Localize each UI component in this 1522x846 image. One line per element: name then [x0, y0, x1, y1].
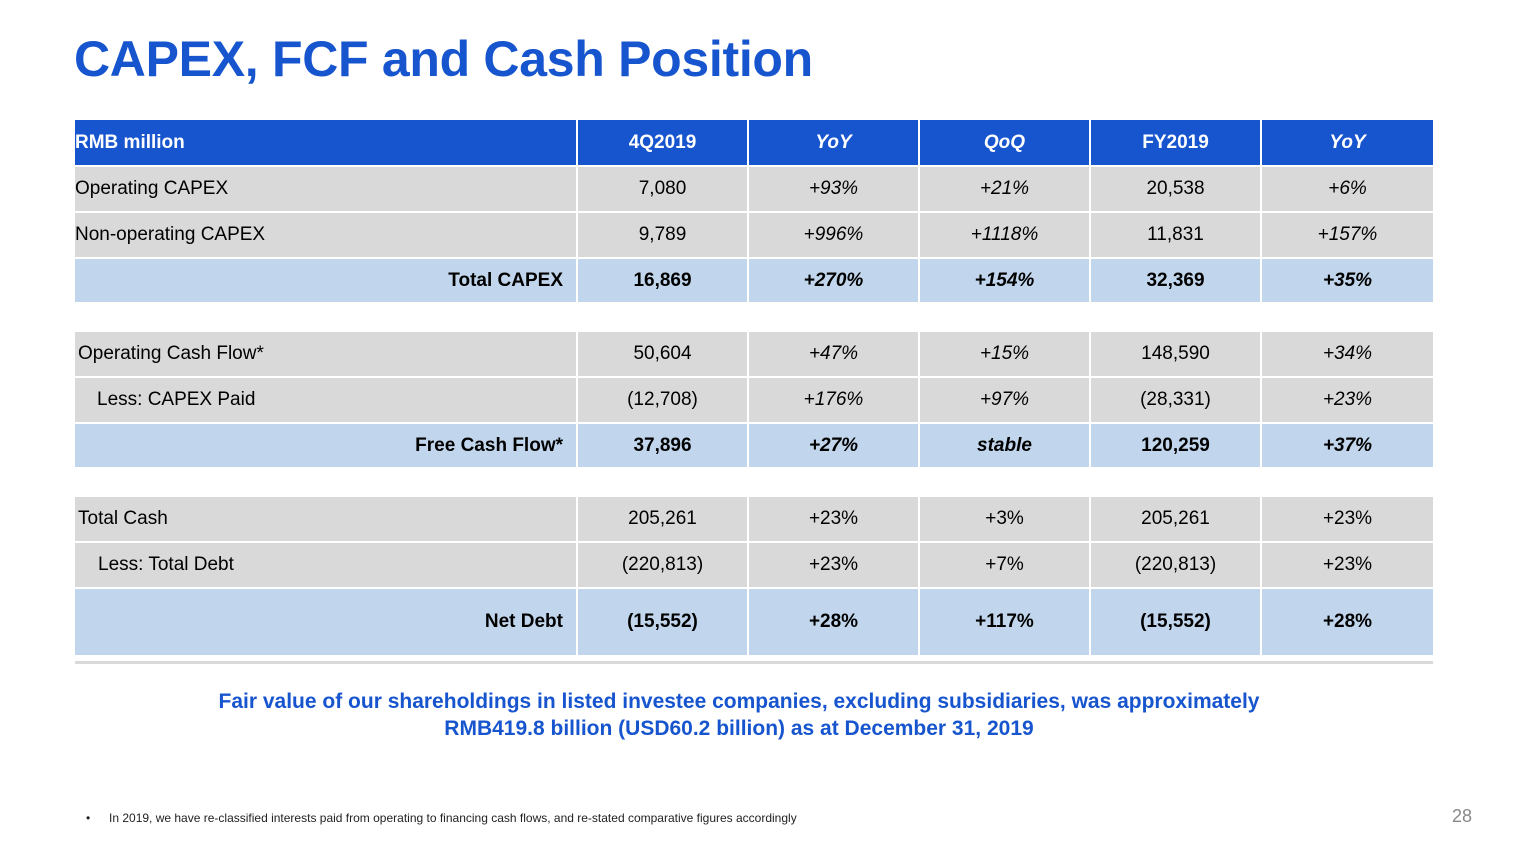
- cell-4q2019: (12,708): [576, 376, 748, 423]
- cell-4q2019: 16,869: [576, 257, 748, 302]
- cell-yoy-year: +6%: [1260, 165, 1433, 212]
- header-label: RMB million: [75, 120, 577, 166]
- page-title: CAPEX, FCF and Cash Position: [74, 31, 813, 87]
- row-label: Less: CAPEX Paid: [75, 376, 577, 423]
- cell-fy2019: (28,331): [1089, 376, 1261, 423]
- cell-qoq: +15%: [918, 330, 1090, 377]
- cell-yoy-quarter: +28%: [747, 587, 919, 655]
- table-row-free-cash-flow: Free Cash Flow* 37,896 +27% stable 120,2…: [75, 422, 1433, 467]
- cell-4q2019: 7,080: [576, 165, 748, 212]
- row-label: Operating CAPEX: [75, 165, 577, 212]
- cell-yoy-year: +28%: [1260, 587, 1433, 655]
- table-bottom-border: [75, 661, 1433, 664]
- cell-fy2019: 20,538: [1089, 165, 1261, 212]
- cell-qoq: +97%: [918, 376, 1090, 423]
- spacer-cell: [75, 302, 1433, 331]
- cell-fy2019: 11,831: [1089, 211, 1261, 258]
- footnote-bullet: •: [86, 811, 91, 825]
- cell-qoq: +7%: [918, 541, 1090, 588]
- fair-value-note-line1: Fair value of our shareholdings in liste…: [218, 690, 1260, 713]
- cell-yoy-year: +23%: [1260, 541, 1433, 588]
- header-fy2019: FY2019: [1089, 120, 1261, 166]
- cell-yoy-year: +34%: [1260, 330, 1433, 377]
- table-row-net-debt: Net Debt (15,552) +28% +117% (15,552) +2…: [75, 587, 1433, 655]
- table-row-capex-paid: Less: CAPEX Paid (12,708) +176% +97% (28…: [75, 376, 1433, 423]
- header-4q2019: 4Q2019: [576, 120, 748, 166]
- row-label: Operating Cash Flow*: [75, 330, 577, 377]
- cell-fy2019: 32,369: [1089, 257, 1261, 302]
- cell-fy2019: 148,590: [1089, 330, 1261, 377]
- row-label: Net Debt: [75, 587, 577, 655]
- header-qoq: QoQ: [918, 120, 1090, 166]
- table-row-total-cash: Total Cash 205,261 +23% +3% 205,261 +23%: [75, 495, 1433, 542]
- footnote-text: In 2019, we have re-classified interests…: [109, 811, 797, 825]
- table-spacer: [75, 467, 1433, 496]
- cell-qoq: +1118%: [918, 211, 1090, 258]
- cell-qoq: +21%: [918, 165, 1090, 212]
- table-row-total-debt: Less: Total Debt (220,813) +23% +7% (220…: [75, 541, 1433, 588]
- cell-qoq: +154%: [918, 257, 1090, 302]
- table-row-non-operating-capex: Non-operating CAPEX 9,789 +996% +1118% 1…: [75, 211, 1433, 258]
- table-row-total-capex: Total CAPEX 16,869 +270% +154% 32,369 +3…: [75, 257, 1433, 302]
- table-row-operating-cash-flow: Operating Cash Flow* 50,604 +47% +15% 14…: [75, 330, 1433, 377]
- page-number: 28: [1452, 806, 1473, 826]
- table-row-operating-capex: Operating CAPEX 7,080 +93% +21% 20,538 +…: [75, 165, 1433, 212]
- cell-yoy-quarter: +176%: [747, 376, 919, 423]
- row-label: Free Cash Flow*: [75, 422, 577, 467]
- cell-yoy-quarter: +23%: [747, 541, 919, 588]
- row-label: Non-operating CAPEX: [75, 211, 577, 258]
- cell-fy2019: (15,552): [1089, 587, 1261, 655]
- cell-yoy-year: +157%: [1260, 211, 1433, 258]
- cell-4q2019: 205,261: [576, 495, 748, 542]
- table-spacer: [75, 302, 1433, 331]
- cell-yoy-year: +23%: [1260, 495, 1433, 542]
- cell-fy2019: 205,261: [1089, 495, 1261, 542]
- cell-qoq: +3%: [918, 495, 1090, 542]
- cell-4q2019: (15,552): [576, 587, 748, 655]
- cell-4q2019: 37,896: [576, 422, 748, 467]
- cell-yoy-quarter: +47%: [747, 330, 919, 377]
- cell-4q2019: 9,789: [576, 211, 748, 258]
- row-label: Total CAPEX: [75, 257, 577, 302]
- row-label: Less: Total Debt: [75, 541, 577, 588]
- capex-fcf-cash-table: RMB million 4Q2019 YoY QoQ FY2019 YoY Op…: [75, 120, 1433, 655]
- cell-yoy-quarter: +996%: [747, 211, 919, 258]
- cell-yoy-year: +37%: [1260, 422, 1433, 467]
- cell-qoq: +117%: [918, 587, 1090, 655]
- cell-yoy-quarter: +93%: [747, 165, 919, 212]
- fair-value-note: Fair value of our shareholdings in liste…: [0, 688, 1478, 742]
- header-yoy-quarter: YoY: [747, 120, 919, 166]
- cell-4q2019: (220,813): [576, 541, 748, 588]
- table-header-row: RMB million 4Q2019 YoY QoQ FY2019 YoY: [75, 120, 1433, 166]
- cell-fy2019: (220,813): [1089, 541, 1261, 588]
- spacer-cell: [75, 467, 1433, 496]
- row-label: Total Cash: [75, 495, 577, 542]
- cell-yoy-quarter: +23%: [747, 495, 919, 542]
- header-yoy-year: YoY: [1260, 120, 1433, 166]
- cell-yoy-quarter: +270%: [747, 257, 919, 302]
- cell-4q2019: 50,604: [576, 330, 748, 377]
- cell-yoy-year: +23%: [1260, 376, 1433, 423]
- cell-fy2019: 120,259: [1089, 422, 1261, 467]
- cell-qoq: stable: [918, 422, 1090, 467]
- fair-value-note-line2: RMB419.8 billion (USD60.2 billion) as at…: [444, 717, 1034, 740]
- cell-yoy-quarter: +27%: [747, 422, 919, 467]
- cell-yoy-year: +35%: [1260, 257, 1433, 302]
- footnote: • In 2019, we have re-classified interest…: [86, 811, 797, 825]
